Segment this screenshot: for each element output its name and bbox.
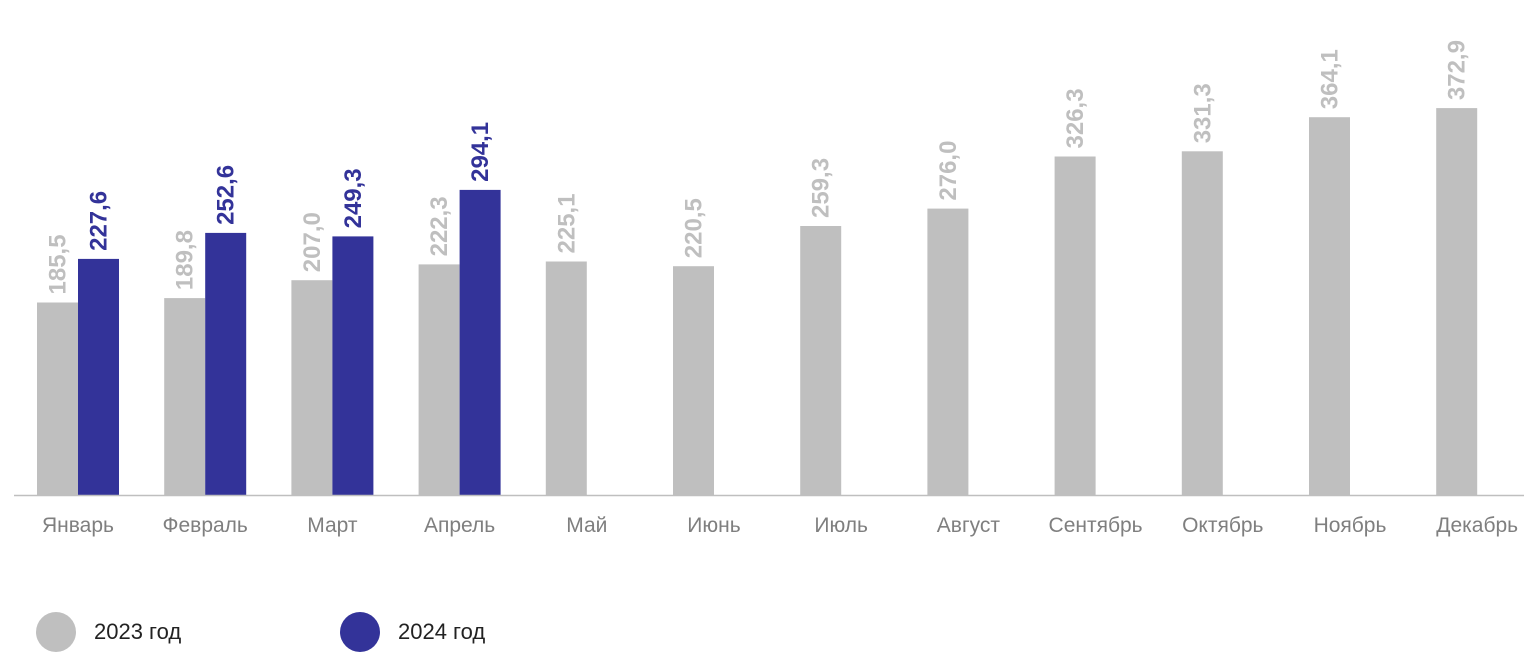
data-label-2023-12: 372,9 xyxy=(1444,40,1471,100)
bar-2024-4 xyxy=(459,189,501,495)
bar-2023-4 xyxy=(418,264,460,495)
legend: 2023 год 2024 год xyxy=(0,612,1524,652)
data-label-2023-2: 189,8 xyxy=(172,230,199,290)
x-tick-label-9: Сентябрь xyxy=(1049,514,1143,537)
bar-2023-3 xyxy=(291,280,333,495)
bar-2023-12 xyxy=(1436,108,1478,495)
x-axis-tick-labels: Январь Февраль Март Апрель Май Июнь Июль Август… xyxy=(42,514,1518,537)
data-label-2023-10: 331,3 xyxy=(1189,83,1216,143)
x-tick-label-12: Декабрь xyxy=(1436,514,1518,537)
legend-label-2024: 2024 год xyxy=(398,619,486,644)
data-label-2024-3: 249,3 xyxy=(340,168,367,228)
bar-2024-2 xyxy=(205,232,247,495)
series-2023-bars xyxy=(37,108,1478,496)
data-label-2023-4: 222,3 xyxy=(426,196,453,256)
series-2024-bars xyxy=(78,189,501,495)
bar-2023-8 xyxy=(927,208,969,495)
data-label-2023-9: 326,3 xyxy=(1062,88,1089,148)
data-label-2023-7: 259,3 xyxy=(808,158,835,218)
bar-2023-11 xyxy=(1309,117,1350,495)
data-label-2023-5: 225,1 xyxy=(553,193,580,253)
x-tick-label-3: Март xyxy=(307,514,358,537)
legend-swatch-2024 xyxy=(340,612,380,652)
x-tick-label-2: Февраль xyxy=(163,514,248,537)
data-label-2023-1: 185,5 xyxy=(45,234,72,294)
data-label-2023-3: 207,0 xyxy=(299,212,326,272)
bar-2024-1 xyxy=(78,258,119,495)
data-label-2023-11: 364,1 xyxy=(1317,49,1344,109)
data-label-2024-4: 294,1 xyxy=(467,122,494,182)
data-label-2023-8: 276,0 xyxy=(935,141,962,201)
x-tick-label-1: Январь xyxy=(42,514,114,537)
bar-2023-7 xyxy=(800,226,842,495)
bar-2024-3 xyxy=(332,236,374,495)
bar-2023-10 xyxy=(1181,151,1223,496)
x-tick-label-5: Май xyxy=(566,514,607,537)
x-tick-label-11: Ноябрь xyxy=(1314,514,1387,537)
legend-swatch-2023 xyxy=(36,612,76,652)
bar-2023-1 xyxy=(37,302,78,495)
bar-2023-6 xyxy=(673,266,714,495)
bar-2023-5 xyxy=(545,261,587,495)
data-labels: 185,5 189,8 207,0 222,3 225,1 220,5 259,3 276,0… xyxy=(45,40,1471,294)
legend-label-2023: 2023 год xyxy=(94,619,182,644)
x-tick-label-6: Июнь xyxy=(687,514,740,537)
x-tick-label-8: Август xyxy=(937,514,1001,537)
x-tick-label-4: Апрель xyxy=(424,514,495,537)
bar-2023-2 xyxy=(164,298,206,495)
data-label-2023-6: 220,5 xyxy=(681,198,708,258)
data-label-2024-1: 227,6 xyxy=(86,191,113,251)
data-label-2024-2: 252,6 xyxy=(213,165,240,225)
bar-2023-9 xyxy=(1054,156,1096,495)
legend-item-2024: 2024 год xyxy=(340,612,485,652)
legend-item-2023: 2023 год xyxy=(36,612,181,652)
x-tick-label-7: Июль xyxy=(814,514,868,537)
x-tick-label-10: Октябрь xyxy=(1182,514,1263,537)
